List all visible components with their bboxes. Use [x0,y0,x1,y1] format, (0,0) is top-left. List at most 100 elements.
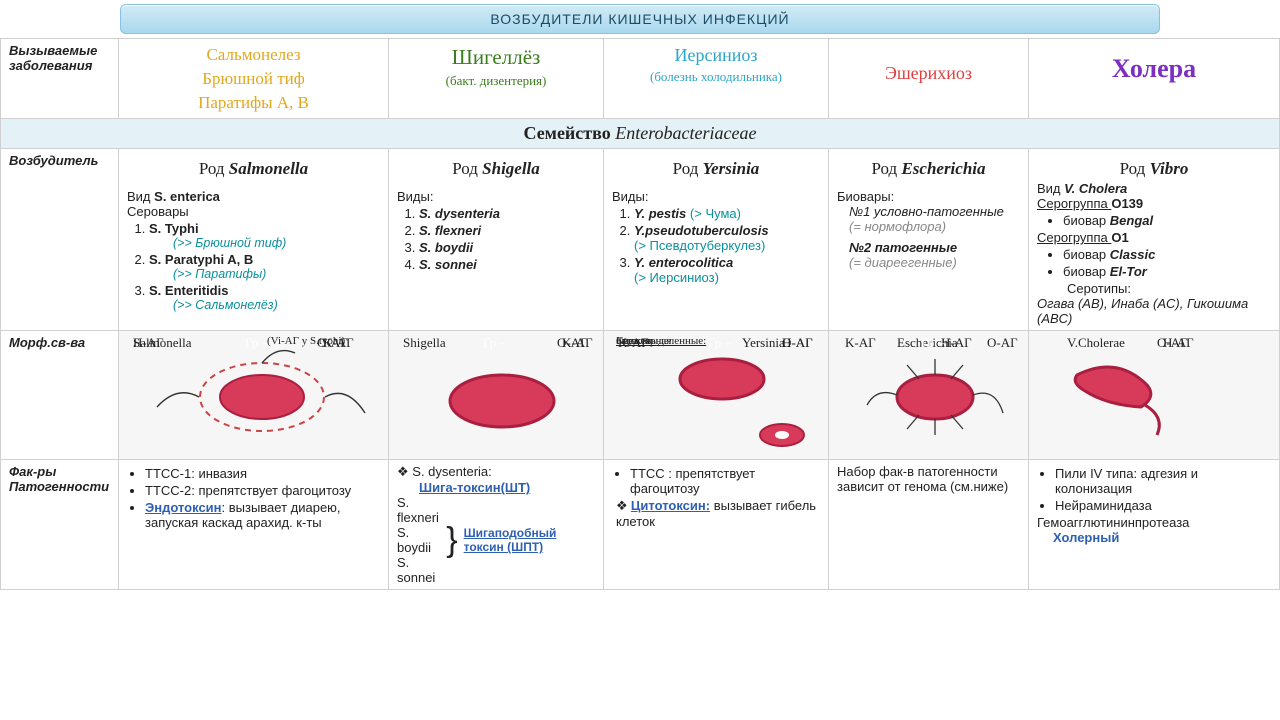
cell-vibrio-path: Пили IV типа: адгезия и колонизация Нейр… [1029,460,1280,590]
vibrio-line: Вид [1037,181,1064,196]
biovar-name: El-Tor [1110,264,1147,279]
species-note: (>> Паратифы) [173,267,380,281]
path-item: S. boydii [397,525,440,555]
path-item: S. dysenteria: [412,464,492,479]
species-item: S. Enteritidis [149,283,228,298]
cell-shigella-agent: Род Shigella Виды: S. dysenteria S. flex… [389,149,604,331]
antigen-label: H-АГ [1163,335,1194,351]
disease-name: Шигеллёз [397,43,595,72]
genus-prefix: Род [871,159,897,178]
species-item: Y. enterocolitica [634,255,733,270]
species-note: (>> Брюшной тиф) [173,236,380,250]
cell-yersinia-path: ТТСС : препятствует фагоцитозу ❖ Цитоток… [604,460,829,590]
family-label: Семейство [523,123,610,143]
serovars-label: Серовары [127,204,380,219]
path-item: ТТСС : препятствует фагоцитозу [630,466,820,496]
species-item: Y. pestis [634,206,686,221]
sketch-salmonella: Salmonella O-АГ H-АГ K-АГ Гр – (Vi-АГ у … [119,331,389,460]
col-head-cholera: Холера [1029,39,1280,119]
gram-label: Гр – [483,335,506,351]
path-key: Эндотоксин [145,500,222,515]
genus-name: Escherichia [901,159,985,178]
serotypes-label: Серотипы: [1067,281,1271,296]
bipolar-note: окраска [616,335,652,347]
col-head-yersinia: Иерсиниоз (болезнь холодильника) [604,39,829,119]
species-intro: Вид [127,189,151,204]
species-note: (> Иерсиниоз) [634,270,820,285]
row-label-agent: Возбудитель [1,149,119,331]
path-item: ТТСС-2: препятствует фагоцитозу [145,483,380,498]
cell-vibrio-agent: Род Vibro Вид V. Cholera Серогруппа O139… [1029,149,1280,331]
disease-name: Иерсиниоз [612,43,820,68]
cell-escherichia-agent: Род Escherichia Биовары: №1 условно-пато… [829,149,1029,331]
biovar-name: Bengal [1110,213,1153,228]
path-key: Цитотоксин: [631,498,710,513]
disease-sub: (бакт. дизентерия) [397,72,595,90]
page-title: ВОЗБУДИТЕЛИ КИШЕЧНЫХ ИНФЕКЦИЙ [120,4,1160,34]
antigen-label: H-АГ [782,335,813,351]
species-item: S. Paratyphi A, B [149,252,253,267]
biovar-name: Classic [1110,247,1156,262]
path-item: ТТСС-1: инвазия [145,466,380,481]
row-label-path: Фак-ры Патогенности [1,460,119,590]
cell-shigella-path: ❖ S. dysenteria: Шига-токсин(ШТ) S. flex… [389,460,604,590]
sketch-yersinia: Yersinia K-АГ O-АГ H-АГ Гр – Свежевыделе… [604,331,829,460]
disease-name: Сальмонелез [127,43,380,67]
genus-prefix: Род [199,159,225,178]
species-note: (>> Сальмонелёз) [173,298,380,312]
species-item: Y.pseudotuberculosis [634,223,769,238]
path-item: S. flexneri [397,495,440,525]
cell-escherichia-path: Набор фак-в патогенности зависит от гено… [829,460,1029,590]
sketch-escherichia: Escherichia O-АГ K-АГ H-АГ Гр – [829,331,1029,460]
path-item: Нейраминидаза [1055,498,1271,513]
genus-name: Salmonella [229,159,308,178]
family-name: Enterobacteriaceae [615,123,756,143]
species-item: S. dysenteria [419,206,500,221]
antigen-label: O-АГ [987,335,1018,351]
disease-name: Брюшной тиф [127,67,380,91]
species-item: S. boydii [419,240,473,255]
sketch-shigella: Shigella O-АГ K-АГ Гр – [389,331,604,460]
species-item: S. sonnei [419,257,477,272]
col-head-shigella: Шигеллёз (бакт. дизентерия) [389,39,604,119]
genus-prefix: Род [1120,159,1146,178]
serotypes-list: Огава (AB), Инаба (AC), Гикошима (ABC) [1037,296,1271,326]
antigen-label: H-АГ [133,335,164,351]
biovar-label: биовар [1063,264,1110,279]
path-key: Холерный [1053,530,1271,545]
gram-label: Гр – [708,335,731,351]
genus-name: Shigella [482,159,540,178]
biovars-header: Биовары: [837,189,1020,204]
row-label-morph: Морф.св-ва [1,331,119,460]
path-item: S. sonnei [397,555,440,585]
cell-salmonella-path: ТТСС-1: инвазия ТТСС-2: препятствует фаг… [119,460,389,590]
cell-yersinia-agent: Род Yersinia Виды: Y. pestis (> Чума) Y.… [604,149,829,331]
biovar-note: (= диареегенные) [849,255,1020,270]
disease-name: Холера [1037,51,1271,87]
biovar-label: биовар [1063,213,1110,228]
gram-label: Гр – [245,335,268,351]
species-item: S. Typhi [149,221,199,236]
serogroup-label: Серогруппа [1037,196,1111,211]
cell-salmonella-agent: Род Salmonella Вид S. enterica Серовары … [119,149,389,331]
biovar-item: №2 патогенные [849,240,1020,255]
row-label-diseases: Вызываемые заболевания [1,39,119,119]
antigen-label: H-АГ [941,335,972,351]
antigen-label: K-АГ [845,335,876,351]
biovar-label: биовар [1063,247,1110,262]
comparison-table: Вызываемые заболевания Сальмонелез Брюшн… [0,38,1280,590]
vibrio-species: V. Cholera [1064,181,1127,196]
biovar-note: (= нормофлора) [849,219,1020,234]
path-item: Пили IV типа: адгезия и колонизация [1055,466,1271,496]
species-item: S. flexneri [419,223,481,238]
serogroup-val: O139 [1111,196,1143,211]
serogroup-val: O1 [1111,230,1128,245]
disease-name: Эшерихиоз [837,61,1020,86]
genus-name: Yersinia [703,159,760,178]
genus-prefix: Род [673,159,699,178]
biovar-item: №1 условно-патогенные [849,204,1020,219]
path-key: Шигаподобный токсин (ШПТ) [464,526,595,554]
path-key: Шига-токсин(ШТ) [419,480,595,495]
species-note: (> Псевдотуберкулез) [634,238,820,253]
col-head-escherichia: Эшерихиоз [829,39,1029,119]
